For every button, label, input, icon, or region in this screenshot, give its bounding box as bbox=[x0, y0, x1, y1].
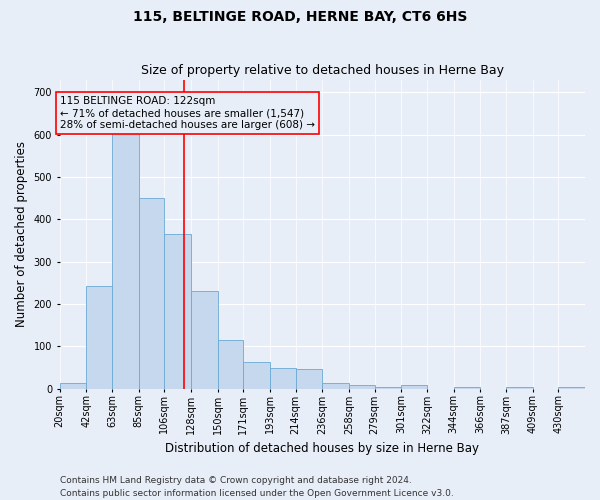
Bar bbox=[454, 386, 481, 388]
Bar bbox=[191, 292, 218, 388]
Bar bbox=[349, 384, 374, 388]
Text: 115 BELTINGE ROAD: 122sqm
← 71% of detached houses are smaller (1,547)
28% of se: 115 BELTINGE ROAD: 122sqm ← 71% of detac… bbox=[61, 96, 316, 130]
Bar bbox=[112, 122, 139, 388]
Text: Contains HM Land Registry data © Crown copyright and database right 2024.
Contai: Contains HM Land Registry data © Crown c… bbox=[60, 476, 454, 498]
Bar bbox=[322, 383, 349, 388]
Bar bbox=[296, 369, 322, 388]
X-axis label: Distribution of detached houses by size in Herne Bay: Distribution of detached houses by size … bbox=[166, 442, 479, 455]
Bar bbox=[86, 286, 112, 388]
Bar bbox=[401, 384, 427, 388]
Title: Size of property relative to detached houses in Herne Bay: Size of property relative to detached ho… bbox=[141, 64, 504, 77]
Bar bbox=[59, 383, 86, 388]
Bar bbox=[244, 362, 270, 388]
Text: 115, BELTINGE ROAD, HERNE BAY, CT6 6HS: 115, BELTINGE ROAD, HERNE BAY, CT6 6HS bbox=[133, 10, 467, 24]
Bar bbox=[218, 340, 244, 388]
Bar bbox=[139, 198, 164, 388]
Bar bbox=[164, 234, 191, 388]
Y-axis label: Number of detached properties: Number of detached properties bbox=[15, 141, 28, 327]
Bar bbox=[374, 386, 401, 388]
Bar bbox=[270, 368, 296, 388]
